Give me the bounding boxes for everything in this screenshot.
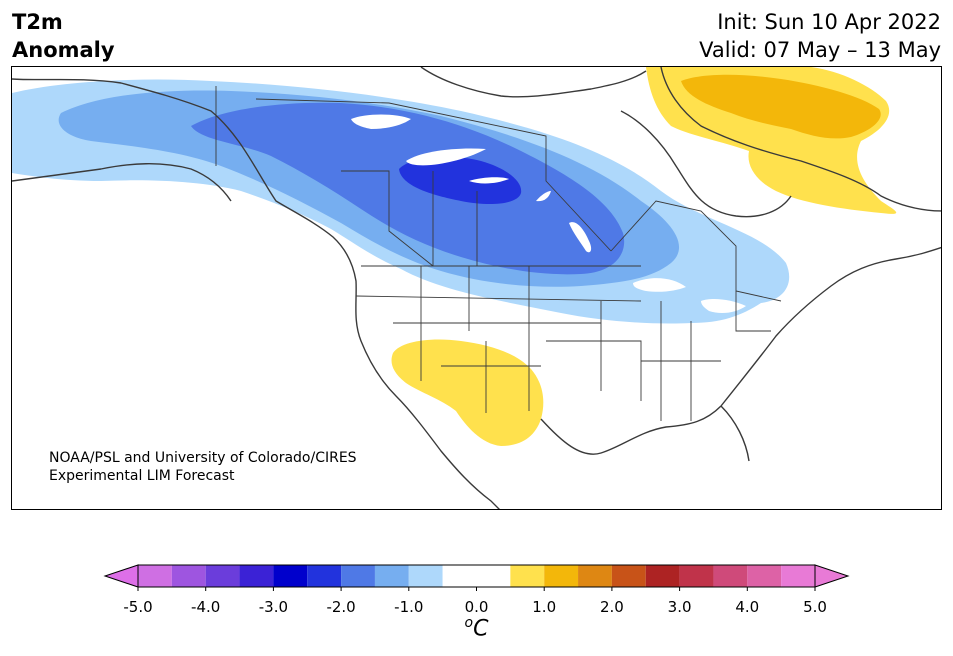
colorbar-tick-label: 4.0 xyxy=(735,598,759,616)
colorbar-unit: oC xyxy=(0,615,953,641)
colorbar-segment xyxy=(544,565,579,587)
colorbar-segment xyxy=(679,565,714,587)
alaska-coast xyxy=(12,163,232,202)
colorbar-tick-label: -4.0 xyxy=(191,598,220,616)
arctic-islands xyxy=(420,67,647,98)
colorbar-tick-labels: -5.0 -4.0 -3.0 -2.0 -1.0 0.0 1.0 2.0 3.0 4.0 5.0 xyxy=(123,598,827,616)
atlantic-coast xyxy=(720,246,941,407)
colorbar-segment xyxy=(510,565,545,587)
colorbar-ticks xyxy=(137,587,816,591)
colorbar-tick-label: 1.0 xyxy=(532,598,556,616)
colorbar-tick-label: 5.0 xyxy=(803,598,827,616)
map-panel xyxy=(11,66,942,510)
colorbar-segment xyxy=(578,565,612,587)
colorbar-under-arrow xyxy=(103,564,139,588)
colorbar-segment xyxy=(138,565,172,587)
colorbar-segment xyxy=(645,565,680,587)
title-line-2: Anomaly xyxy=(12,38,115,62)
colorbar-tick-label: -3.0 xyxy=(259,598,288,616)
unit-superscript: o xyxy=(464,615,474,631)
cold-anomaly-band-4 xyxy=(399,156,522,205)
colorbar-tick-label: 2.0 xyxy=(600,598,624,616)
colorbar-segment xyxy=(374,565,409,587)
colorbar-segment xyxy=(747,565,782,587)
title-line-1: T2m xyxy=(12,10,63,34)
credit-line-2: Experimental LIM Forecast xyxy=(49,468,235,484)
colorbar-segment xyxy=(341,565,375,587)
coastlines-and-borders xyxy=(12,67,941,509)
colorbar-tick-label: -5.0 xyxy=(123,598,152,616)
gulf-coast xyxy=(540,405,722,455)
colorbar-segment xyxy=(239,565,274,587)
colorbar-tick-label: -2.0 xyxy=(326,598,355,616)
colorbar-segment xyxy=(781,565,815,587)
warm-anomaly-greenland-2 xyxy=(681,74,881,139)
unit-base: C xyxy=(473,616,489,642)
cold-anomaly-band-3 xyxy=(191,102,625,275)
colorbar-segments xyxy=(103,564,850,588)
forecast-dates: Init: Sun 10 Apr 2022 Valid: 07 May – 13… xyxy=(699,8,941,64)
temperature-anomaly-map xyxy=(12,67,941,509)
colorbar-segment xyxy=(273,565,308,587)
colorbar-segment xyxy=(205,565,240,587)
map-title: T2m Anomaly xyxy=(12,8,115,64)
colorbar-segment xyxy=(171,565,206,587)
colorbar-tick-label: 3.0 xyxy=(668,598,692,616)
colorbar-tick-label: 0.0 xyxy=(465,598,489,616)
colorbar-segment xyxy=(442,565,511,587)
greenland-coast xyxy=(660,67,941,212)
credit-text: NOAA/PSL and University of Colorado/CIRE… xyxy=(49,449,357,485)
great-lakes-and-interior-lakes xyxy=(351,114,746,314)
credit-line-1: NOAA/PSL and University of Colorado/CIRE… xyxy=(49,450,357,466)
colorbar-over-arrow xyxy=(814,564,850,588)
colorbar-segment xyxy=(408,565,443,587)
pacific-coastline xyxy=(12,78,500,509)
hudson-bay-coast xyxy=(620,110,792,218)
init-date: Init: Sun 10 Apr 2022 xyxy=(717,10,941,34)
colorbar-segment xyxy=(611,565,646,587)
colorbar-tick-label: -1.0 xyxy=(394,598,423,616)
florida-coast xyxy=(720,405,750,462)
colorbar-segment xyxy=(713,565,748,587)
valid-date: Valid: 07 May – 13 May xyxy=(699,38,941,62)
colorbar-segment xyxy=(307,565,342,587)
state-province-borders xyxy=(215,86,782,421)
